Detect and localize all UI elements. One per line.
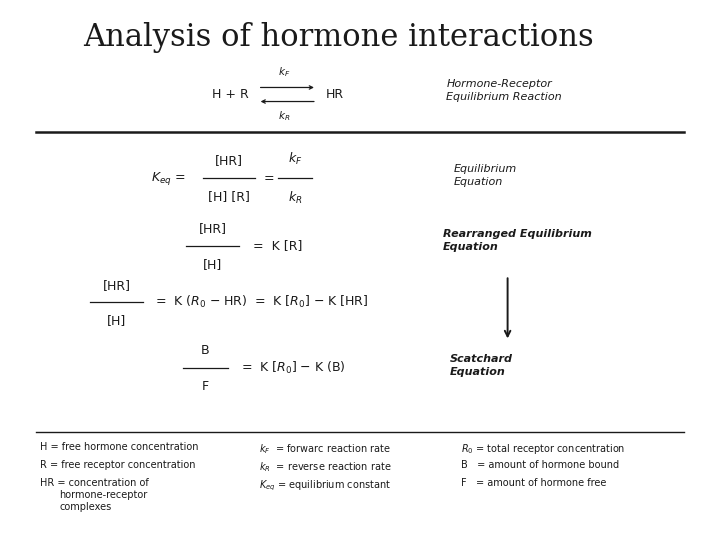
Text: hormone-receptor: hormone-receptor xyxy=(59,490,148,501)
Text: $k_F$: $k_F$ xyxy=(288,151,302,167)
Text: $k_R$: $k_R$ xyxy=(288,190,302,206)
Text: Rearranged Equilibrium
Equation: Rearranged Equilibrium Equation xyxy=(443,229,592,252)
Text: Hormone-Receptor
Equilibrium Reaction: Hormone-Receptor Equilibrium Reaction xyxy=(446,79,562,102)
Text: $k_R$  = reverse reaction rate: $k_R$ = reverse reaction rate xyxy=(259,460,392,474)
Text: =: = xyxy=(264,172,274,185)
Text: F: F xyxy=(202,380,209,393)
Text: =  K [$R_0$] $-$ K (B): = K [$R_0$] $-$ K (B) xyxy=(241,360,346,376)
Text: Equilibrium
Equation: Equilibrium Equation xyxy=(454,164,517,187)
Text: B: B xyxy=(201,345,210,357)
Text: [HR]: [HR] xyxy=(199,222,226,235)
Text: [H]: [H] xyxy=(107,314,126,327)
Text: B   = amount of hormone bound: B = amount of hormone bound xyxy=(461,460,619,470)
Text: R = free receptor concentration: R = free receptor concentration xyxy=(40,460,195,470)
Text: H = free hormone concentration: H = free hormone concentration xyxy=(40,442,198,452)
Text: HR: HR xyxy=(326,88,344,101)
Text: [HR]: [HR] xyxy=(103,279,130,292)
Text: complexes: complexes xyxy=(59,502,112,512)
Text: [H] [R]: [H] [R] xyxy=(208,190,250,203)
Text: [H]: [H] xyxy=(203,258,222,271)
Text: Analysis of hormone interactions: Analysis of hormone interactions xyxy=(83,22,594,52)
Text: $k_R$: $k_R$ xyxy=(278,110,291,124)
Text: $K_{eq}$ = equilibrium constant: $K_{eq}$ = equilibrium constant xyxy=(259,478,391,493)
Text: $k_F$: $k_F$ xyxy=(278,65,291,79)
Text: $R_0$ = total receptor concentration: $R_0$ = total receptor concentration xyxy=(461,442,625,456)
Text: F   = amount of hormone free: F = amount of hormone free xyxy=(461,478,606,489)
Text: $k_F$  = forwarc reaction rate: $k_F$ = forwarc reaction rate xyxy=(259,442,391,456)
Text: =  K [R]: = K [R] xyxy=(253,239,303,252)
Text: H + R: H + R xyxy=(212,88,249,101)
Text: HR = concentration of: HR = concentration of xyxy=(40,478,148,489)
Text: [HR]: [HR] xyxy=(215,154,243,167)
Text: Scatchard
Equation: Scatchard Equation xyxy=(450,354,513,377)
Text: $K_{eq}$ =: $K_{eq}$ = xyxy=(151,170,186,187)
Text: =  K ($R_0$ $-$ HR)  =  K [$R_0$] $-$ K [HR]: = K ($R_0$ $-$ HR) = K [$R_0$] $-$ K [HR… xyxy=(155,294,368,310)
